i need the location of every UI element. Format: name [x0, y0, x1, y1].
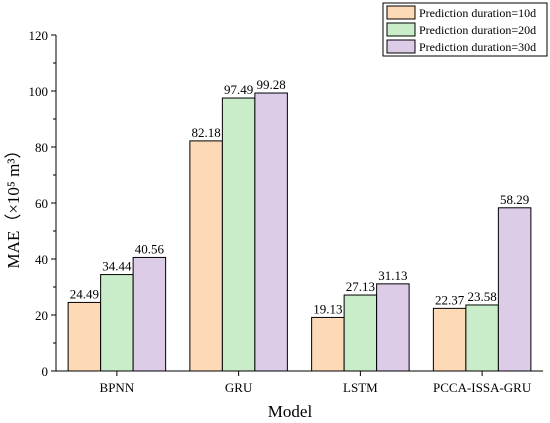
legend-swatch: [386, 39, 416, 54]
x-axis: BPNN GRU LSTM PCCA-ISSA-GRU: [56, 370, 543, 395]
data-label: 24.49: [70, 286, 99, 301]
bar-lstm-series-2: [343, 294, 378, 372]
bar-bpnn-series-3: [132, 256, 167, 372]
x-tick-label: BPNN: [100, 380, 135, 395]
data-label: 31.13: [378, 268, 407, 283]
y-tick-label: 0: [42, 364, 49, 379]
y-axis-title: MAE（×10⁵ m³）: [4, 142, 23, 269]
data-label: 99.28: [257, 77, 286, 92]
data-labels-group: 24.49 82.18 19.13 22.37 34.44 97.49 27.13 23.58…: [70, 77, 530, 316]
data-label: 19.13: [313, 301, 342, 316]
legend-label: Prediction duration=30d: [419, 40, 536, 54]
legend-label: Prediction duration=20d: [419, 23, 536, 37]
legend-label: Prediction duration=10d: [419, 6, 536, 20]
y-tick-label: 100: [29, 84, 49, 99]
legend-swatch: [386, 22, 416, 37]
bar-gru-series-1: [189, 140, 223, 372]
y-tick-label: 120: [29, 28, 49, 43]
x-axis-title: Model: [268, 402, 313, 421]
x-tick-label: GRU: [225, 380, 253, 395]
bar-pcca-issa-gru-series-2: [465, 304, 499, 372]
bar-gru-series-3: [254, 92, 288, 372]
data-label: 58.29: [500, 192, 529, 207]
y-tick-label: 40: [35, 252, 48, 267]
data-label: 34.44: [102, 259, 132, 274]
legend: Prediction duration=10d Prediction durati…: [382, 2, 548, 57]
data-label: 97.49: [224, 82, 253, 97]
bar-bpnn-series-1: [67, 301, 102, 372]
y-tick-label: 20: [35, 308, 48, 323]
bar-pcca-issa-gru-series-1: [432, 307, 467, 372]
x-tick-label: LSTM: [343, 380, 378, 395]
bar-bpnn-series-2: [100, 274, 134, 372]
y-axis: 0 20 40 60 80 100 120: [29, 28, 57, 379]
data-label: 40.56: [135, 241, 165, 256]
legend-swatch: [386, 5, 416, 20]
bars-group: [67, 92, 532, 372]
bar-pcca-issa-gru-series-3: [497, 207, 532, 372]
data-label: 22.37: [435, 292, 465, 307]
y-tick-label: 80: [35, 140, 48, 155]
bar-lstm-series-3: [376, 283, 410, 372]
data-label: 23.58: [468, 289, 497, 304]
y-tick-label: 60: [35, 196, 48, 211]
bar-lstm-series-1: [311, 316, 345, 372]
x-tick-label: PCCA-ISSA-GRU: [433, 380, 532, 395]
data-label: 82.18: [192, 125, 221, 140]
data-label: 27.13: [346, 279, 375, 294]
bar-gru-series-2: [221, 97, 256, 372]
